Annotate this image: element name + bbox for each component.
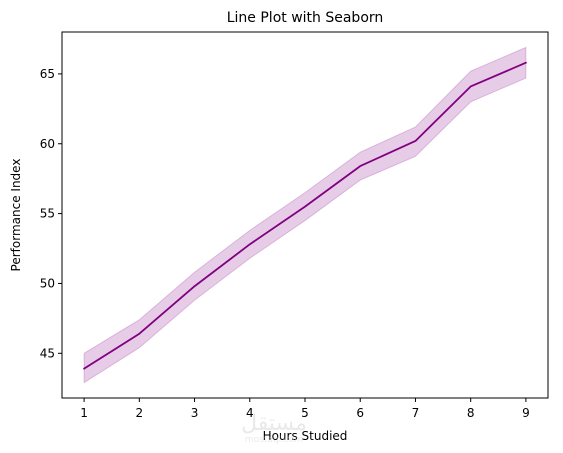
x-tick-label-4: 4 [246,406,254,420]
confidence-band-1 [83,46,527,384]
x-tick-label-7: 7 [412,406,420,420]
plot-area [83,46,527,384]
y-tick-label-60: 60 [40,137,55,151]
x-axis-label: Hours Studied [263,429,348,443]
x-tick-label-5: 5 [301,406,309,420]
watermark: مستقل [241,411,307,436]
chart-title: Line Plot with Seaborn [227,10,384,26]
x-tick-label-2: 2 [135,406,143,420]
watermark-subtext: mostaql.com [245,435,303,445]
x-tick-label-8: 8 [467,406,475,420]
x-tick-label-9: 9 [522,406,530,420]
y-axis-label: Performance Index [9,159,23,272]
y-tick-label-45: 45 [40,346,55,360]
y-tick-label-65: 65 [40,67,55,81]
y-tick-label-55: 55 [40,207,55,221]
x-tick-label-3: 3 [191,406,199,420]
x-tick-label-1: 1 [80,406,88,420]
x-tick-label-6: 6 [356,406,364,420]
y-tick-label-50: 50 [40,276,55,290]
